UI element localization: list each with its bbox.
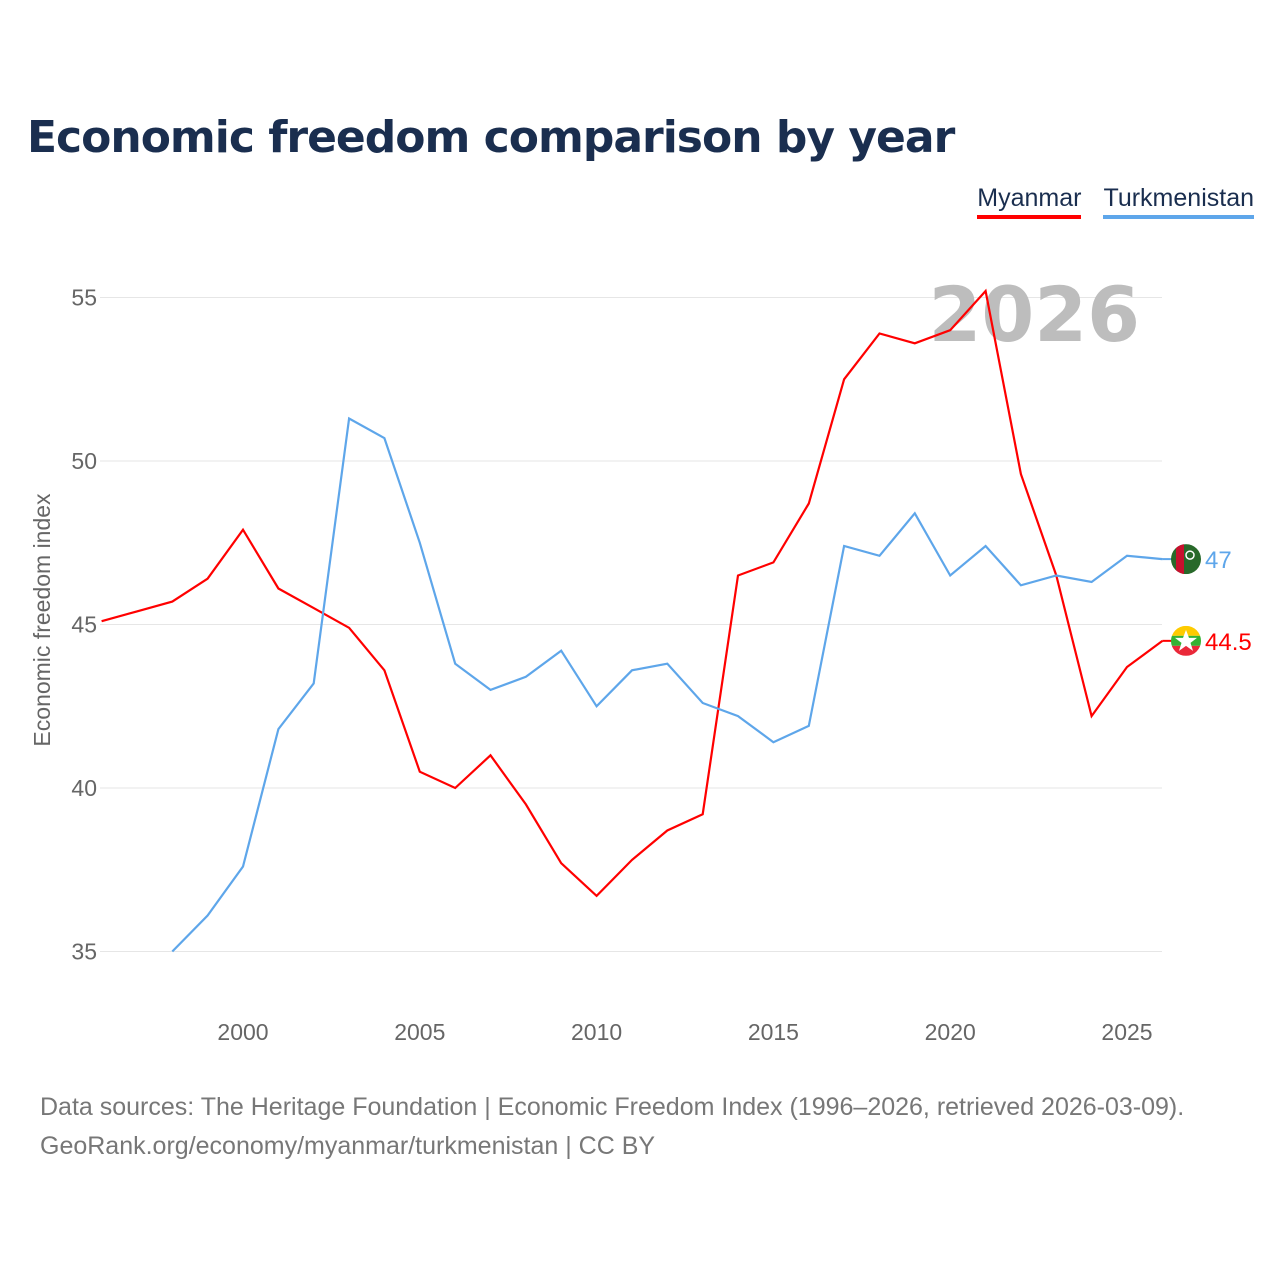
chart-title: Economic freedom comparison by year	[27, 112, 955, 163]
legend-turkmenistan[interactable]: Turkmenistan	[1103, 184, 1254, 219]
source-line-1: Data sources: The Heritage Foundation | …	[40, 1093, 1185, 1121]
y-tick-label: 45	[71, 612, 97, 638]
y-axis-label: Economic freedom index	[29, 493, 55, 747]
legend: Myanmar Turkmenistan	[977, 184, 1254, 219]
x-tick-label: 2000	[217, 1019, 268, 1045]
series-line-turkmenistan	[171, 416, 1163, 953]
turkmenistan-flag-icon	[1171, 544, 1201, 575]
x-tick-label: 2005	[394, 1019, 445, 1045]
source-note: Data sources: The Heritage Foundation | …	[40, 1088, 1184, 1166]
end-value-label: 47	[1205, 547, 1232, 574]
series-line-myanmar	[101, 288, 1164, 898]
legend-myanmar[interactable]: Myanmar	[977, 184, 1082, 219]
source-line-2[interactable]: GeoRank.org/economy/myanmar/turkmenistan…	[40, 1132, 656, 1160]
y-tick-label: 55	[71, 285, 97, 311]
y-tick-label: 50	[71, 448, 97, 474]
year-watermark: 2026	[928, 270, 1140, 359]
y-tick-label: 40	[71, 775, 97, 801]
y-tick-label: 35	[71, 939, 97, 965]
myanmar-flag-icon	[1171, 625, 1201, 656]
x-tick-label: 2015	[748, 1019, 799, 1045]
x-tick-label: 2020	[925, 1019, 976, 1045]
x-tick-label: 2025	[1101, 1019, 1152, 1045]
x-tick-label: 2010	[571, 1019, 622, 1045]
end-value-label: 44.5	[1205, 629, 1252, 656]
